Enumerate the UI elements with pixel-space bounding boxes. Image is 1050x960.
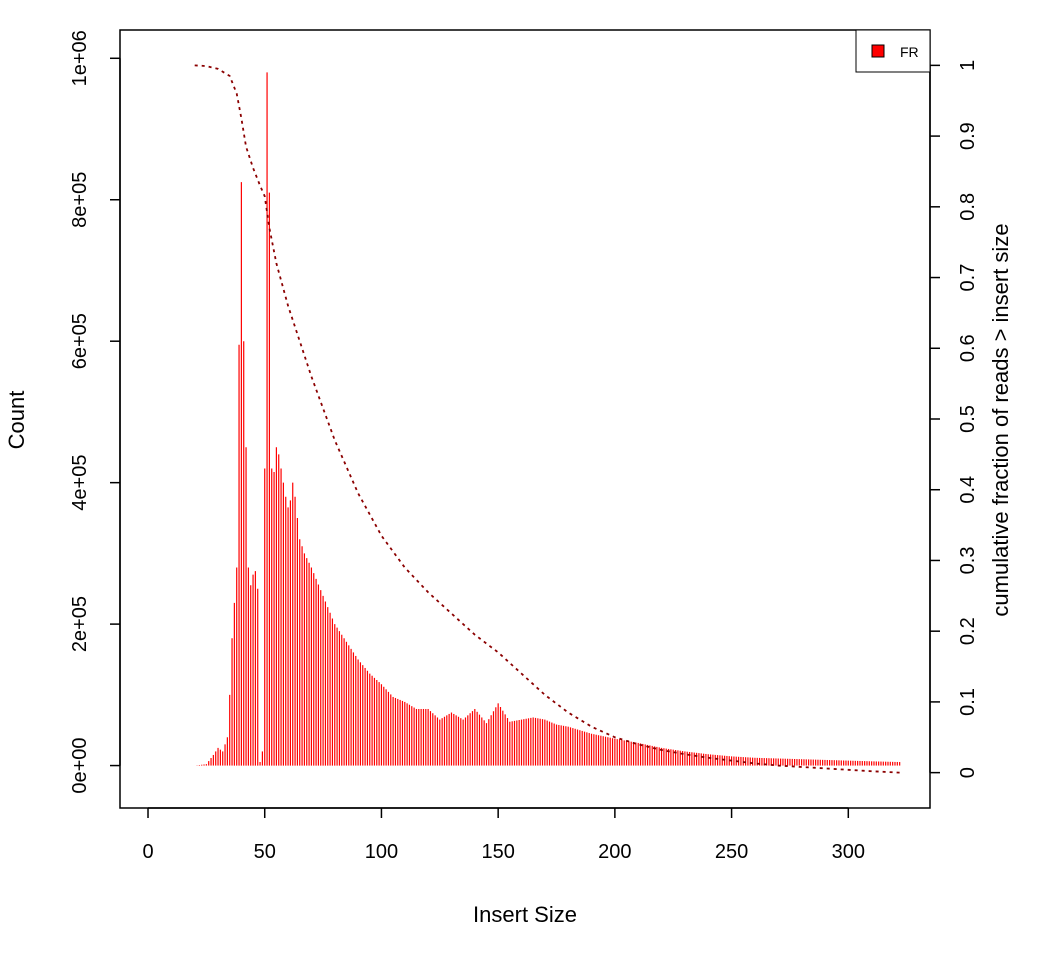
y2-tick-label: 0.4: [957, 476, 979, 504]
y2-tick-label: 0: [957, 767, 979, 778]
y2-tick-label: 0.9: [957, 122, 979, 150]
x-tick-label: 300: [832, 841, 865, 863]
cumulative-line: [194, 64, 900, 774]
legend-label-fr: FR: [900, 44, 919, 60]
x-axis-title: Insert Size: [473, 902, 577, 927]
y2-tick-label: 0.3: [957, 547, 979, 575]
y2-tick-label: 0.5: [957, 405, 979, 433]
cumulative-line-series: [194, 64, 900, 774]
y-tick-label: 4e+05: [69, 455, 91, 511]
x-tick-label: 0: [142, 841, 153, 863]
y2-tick-label: 0.1: [957, 688, 979, 716]
x-tick-label: 100: [365, 841, 398, 863]
legend-box: [855, 29, 931, 73]
legend: FR: [855, 29, 931, 73]
y2-tick-label: 0.6: [957, 334, 979, 362]
y2-tick-label: 0.8: [957, 193, 979, 221]
x-tick-label: 150: [481, 841, 514, 863]
y2-tick-label: 0.7: [957, 264, 979, 292]
x-tick-label: 200: [598, 841, 631, 863]
legend-swatch-fr: [871, 44, 885, 58]
bar-series-fr: [196, 72, 901, 766]
y2-tick-label: 0.2: [957, 617, 979, 645]
x-tick-label: 250: [715, 841, 748, 863]
y2-tick-label: 1: [957, 60, 979, 71]
y2-axis-title: cumulative fraction of reads > insert si…: [988, 223, 1013, 616]
y-axis-left: 0e+00 2e+05 4e+05 6e+05 8e+05 1e+06: [69, 30, 121, 794]
x-axis: 0 50 100 150 200 250 300: [142, 807, 865, 863]
y-tick-label: 6e+05: [69, 313, 91, 369]
y-tick-label: 2e+05: [69, 596, 91, 652]
y-tick-label: 1e+06: [69, 30, 91, 86]
y-axis-right: 0 0.1 0.2 0.3 0.4 0.5 0.6 0.7 0.8 0.9 1: [929, 60, 979, 778]
y-axis-title: Count: [4, 391, 29, 450]
y-tick-label: 0e+00: [69, 737, 91, 793]
x-tick-label: 50: [254, 841, 276, 863]
y-tick-label: 8e+05: [69, 172, 91, 228]
